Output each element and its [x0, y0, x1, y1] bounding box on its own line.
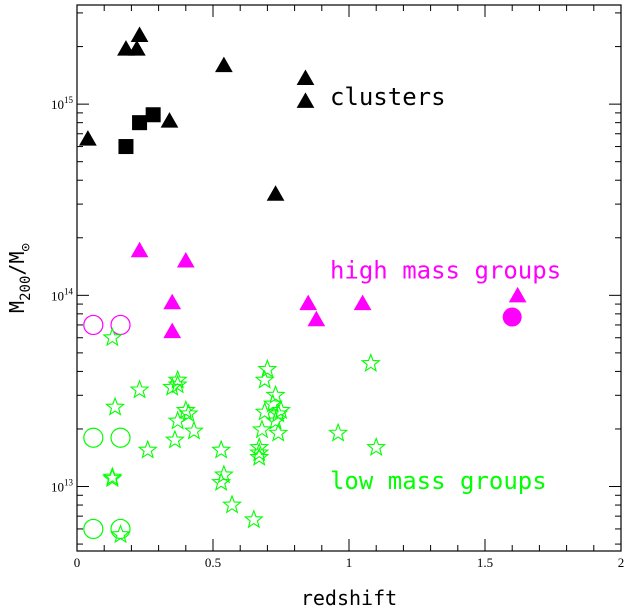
triangle-point: [353, 294, 372, 311]
x-tick-label: 0: [74, 555, 81, 570]
annotation-label: clusters: [330, 83, 446, 111]
open-circle-point: [83, 518, 104, 540]
triangle-point: [296, 69, 315, 85]
y-tick-base: 10: [51, 480, 64, 495]
y-axis-title: M200/M⊙: [5, 243, 34, 313]
star-point: [175, 399, 196, 419]
star-point: [211, 471, 232, 492]
triangle-point: [266, 185, 285, 201]
triangle-point: [130, 26, 149, 42]
y-tick-label: 1015: [51, 95, 74, 112]
star-point: [360, 352, 381, 373]
annotations: clusters high mass groups low mass groups: [330, 83, 561, 495]
y-tick-exponent: 14: [64, 286, 74, 296]
star-point: [129, 379, 150, 399]
star-point: [213, 464, 234, 484]
star-point: [270, 399, 292, 419]
open-circle-point: [110, 518, 131, 540]
star-point: [251, 419, 273, 439]
square-point: [118, 139, 134, 155]
star-point: [249, 446, 270, 466]
data-points: [79, 26, 527, 544]
star-point: [167, 369, 188, 389]
x-tick-label: 1.5: [477, 555, 493, 570]
triangle-point: [117, 40, 135, 56]
x-tick-label: 1: [346, 555, 353, 570]
star-point: [221, 494, 243, 514]
y-tick-label: 1013: [51, 478, 74, 495]
square-point: [132, 115, 148, 131]
triangle-point: [163, 322, 182, 339]
triangle-point: [130, 241, 149, 258]
star-point: [265, 384, 286, 404]
y-tick-exponent: 15: [64, 95, 74, 105]
y-tick-label: 1014: [51, 286, 74, 303]
x-tick-label: 2: [618, 555, 625, 570]
triangle-point: [215, 56, 233, 73]
star-point: [268, 422, 289, 442]
star-point: [366, 436, 387, 457]
star-point: [249, 442, 270, 462]
star-point: [102, 466, 123, 486]
star-point: [178, 403, 199, 423]
triangle-point: [163, 293, 182, 310]
y-axis-title-main: M: [5, 301, 29, 313]
y-tick-exponent: 13: [64, 478, 74, 488]
y-tick-base: 10: [51, 97, 64, 112]
star-point: [328, 422, 349, 442]
star-point: [110, 524, 131, 544]
star-point: [105, 396, 126, 416]
y-axis-title-sub2: ⊙: [18, 243, 34, 252]
triangle-point: [127, 40, 146, 56]
star-point: [164, 429, 185, 449]
annotation-label: low mass groups: [330, 467, 547, 495]
square-point: [145, 107, 161, 123]
star-point: [211, 439, 232, 459]
star-point: [167, 374, 188, 394]
star-point: [102, 468, 123, 488]
open-circle-point: [83, 314, 104, 336]
y-axis-title-slash: /M: [5, 252, 29, 276]
triangle-point: [79, 130, 97, 146]
star-point: [254, 369, 275, 389]
triangle-point: [176, 252, 195, 268]
star-point: [102, 327, 123, 347]
star-point: [265, 410, 286, 430]
star-point: [249, 436, 270, 457]
open-circle-point: [83, 427, 104, 448]
x-axis-title: redshift: [301, 586, 397, 610]
triangle-point: [160, 112, 179, 128]
triangle-point: [508, 286, 527, 303]
star-point: [137, 439, 158, 459]
star-point: [183, 420, 205, 440]
triangle-point: [307, 310, 326, 327]
open-circle-point: [110, 427, 131, 448]
y-axis-title-sub1: 200: [18, 276, 34, 301]
y-tick-base: 10: [51, 288, 64, 303]
filled-circle-point: [502, 307, 522, 327]
star-point: [243, 509, 264, 529]
triangle-point: [296, 92, 315, 108]
triangle-point: [299, 294, 318, 311]
annotation-label: high mass groups: [330, 257, 561, 285]
x-tick-label: 0.5: [205, 555, 221, 570]
star-point: [257, 358, 278, 378]
